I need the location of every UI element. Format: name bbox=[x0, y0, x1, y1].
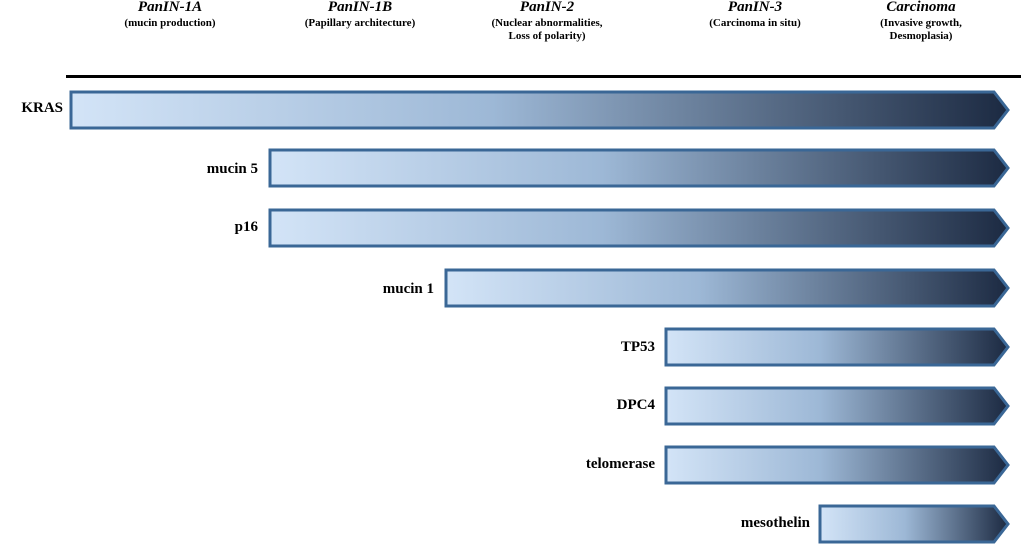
marker-label-p16: p16 bbox=[234, 219, 258, 235]
stage-subtitle-line-2: Loss of polarity) bbox=[508, 29, 586, 42]
stage-title: PanIN-1B bbox=[327, 0, 393, 15]
marker-arrow-tp53 bbox=[664, 327, 1010, 367]
marker-arrow-p16 bbox=[268, 208, 1010, 248]
stage-subtitle-line-1: (Invasive growth, bbox=[880, 17, 962, 29]
stage-title: PanIN-3 bbox=[727, 0, 783, 15]
marker-label-dpc4: DPC4 bbox=[616, 397, 655, 413]
stage-header-panin-1b: PanIN-1B (Papillary architecture) bbox=[260, 0, 460, 30]
stage-header-carcinoma: Carcinoma (Invasive growth, Desmoplasia) bbox=[821, 0, 1021, 42]
marker-arrow-mesothelin bbox=[818, 504, 1010, 544]
stage-title: Carcinoma bbox=[886, 0, 956, 15]
marker-arrow-dpc4 bbox=[664, 386, 1010, 426]
marker-arrow-mucin-5 bbox=[268, 148, 1010, 188]
marker-label-telomerase: telomerase bbox=[585, 456, 655, 472]
stage-header-panin-2: PanIN-2 (Nuclear abnormalities, Loss of … bbox=[447, 0, 647, 42]
stage-subtitle-line-2: Desmoplasia) bbox=[889, 29, 953, 42]
stage-title: PanIN-2 bbox=[519, 0, 575, 15]
marker-label-kras: KRAS bbox=[21, 100, 63, 116]
stage-subtitle: (Papillary architecture) bbox=[304, 17, 416, 29]
marker-label-mesothelin: mesothelin bbox=[740, 515, 810, 531]
stage-subtitle: (mucin production) bbox=[124, 17, 216, 29]
stage-subtitle-line-1: (Nuclear abnormalities, bbox=[491, 17, 603, 29]
marker-label-mucin-5: mucin 5 bbox=[206, 161, 258, 177]
stage-title: PanIN-1A bbox=[137, 0, 203, 15]
marker-arrow-kras bbox=[69, 90, 1010, 130]
marker-label-tp53: TP53 bbox=[620, 339, 655, 355]
marker-arrow-mucin-1 bbox=[444, 268, 1010, 308]
stage-header-panin-3: PanIN-3 (Carcinoma in situ) bbox=[655, 0, 855, 30]
stage-header-panin-1a: PanIN-1A (mucin production) bbox=[70, 0, 270, 30]
header-divider bbox=[66, 75, 1021, 78]
stage-subtitle: (Carcinoma in situ) bbox=[709, 17, 801, 29]
marker-arrow-telomerase bbox=[664, 445, 1010, 485]
marker-label-mucin-1: mucin 1 bbox=[382, 281, 434, 297]
